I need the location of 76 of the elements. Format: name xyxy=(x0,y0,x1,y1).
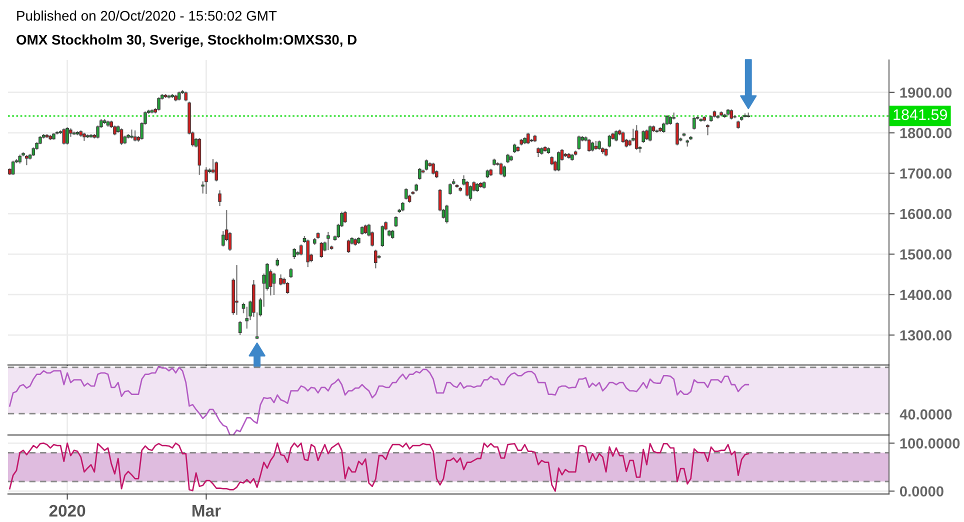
candlestick xyxy=(25,154,28,166)
candlestick xyxy=(120,128,124,146)
candlestick xyxy=(418,167,422,180)
candlestick xyxy=(204,166,208,195)
candlestick xyxy=(448,182,452,196)
y-tick-label: 1300.00 xyxy=(900,330,952,341)
candlestick xyxy=(590,141,594,152)
candlestick xyxy=(648,124,652,142)
candlestick xyxy=(692,116,696,130)
candlestick xyxy=(306,238,310,268)
candlestick xyxy=(502,164,506,178)
candlestick xyxy=(401,201,404,212)
candlestick xyxy=(374,249,378,269)
y-tick-label: 1600.00 xyxy=(900,208,952,220)
candlestick xyxy=(642,130,645,144)
candlestick xyxy=(526,132,530,145)
candlestick xyxy=(506,153,510,164)
candlestick xyxy=(235,264,238,316)
candlestick xyxy=(66,126,69,146)
candlestick xyxy=(238,320,242,336)
candlestick xyxy=(394,216,398,228)
candlestick xyxy=(608,134,612,148)
text: Published on 20/Oct/2020 - 15:50:02 GMT xyxy=(17,10,277,21)
candlestick xyxy=(634,124,638,150)
candlestick xyxy=(424,158,428,172)
candlestick xyxy=(62,128,66,146)
candlestick xyxy=(672,112,676,120)
candlestick xyxy=(133,130,137,142)
candlestick xyxy=(404,188,408,200)
candlestick xyxy=(706,124,710,136)
candlestick xyxy=(299,244,303,256)
y-tick-label: 1800.00 xyxy=(900,128,952,138)
ref-line-label: 1841.59 xyxy=(894,109,948,120)
candlestick xyxy=(292,247,296,260)
candlestick xyxy=(218,190,222,207)
candlestick xyxy=(346,238,350,254)
candlestick xyxy=(364,224,368,235)
x-tick-label: Mar xyxy=(192,505,221,517)
candlestick xyxy=(432,162,435,176)
candlestick xyxy=(536,146,540,158)
candlestick xyxy=(289,267,293,279)
candlestick xyxy=(344,210,347,224)
candlestick xyxy=(730,108,734,120)
candlestick xyxy=(598,140,601,150)
candlestick xyxy=(380,224,384,248)
candlestick xyxy=(614,130,618,142)
candlestick xyxy=(11,160,15,176)
y-tick-label: 1500.00 xyxy=(900,249,952,260)
candlestick xyxy=(645,128,648,141)
y-tick-label: 100.0000 xyxy=(900,438,960,449)
line-series xyxy=(9,442,750,492)
candlestick xyxy=(130,128,134,140)
candlestick xyxy=(577,135,581,150)
chart-title: OMX Stockholm 30, Sverige, Stockholm:OMXS30, D xyxy=(16,34,357,48)
candlestick xyxy=(113,124,116,136)
text: 40.0000 xyxy=(900,409,952,420)
candlestick xyxy=(512,143,516,154)
candlestick xyxy=(676,122,679,146)
candlestick xyxy=(214,160,218,182)
y-tick-label: 1900.00 xyxy=(900,87,952,98)
candlestick xyxy=(272,272,276,296)
y-tick-label: 1700.00 xyxy=(900,168,952,179)
y-tick-label: 1400.00 xyxy=(900,290,952,300)
candlestick xyxy=(279,274,282,286)
y-tick-label: 0.0000 xyxy=(900,486,944,497)
candlestick xyxy=(326,231,330,251)
candlestick xyxy=(621,130,625,144)
candlestick xyxy=(499,162,503,176)
candlestick xyxy=(286,281,290,294)
candlestick xyxy=(587,138,591,152)
candlestick xyxy=(320,241,324,258)
candlestick xyxy=(556,150,560,172)
x-tick-label: 2020 xyxy=(49,504,86,517)
candlestick xyxy=(184,90,188,102)
candlestick xyxy=(157,96,160,112)
candlestick xyxy=(445,204,448,224)
